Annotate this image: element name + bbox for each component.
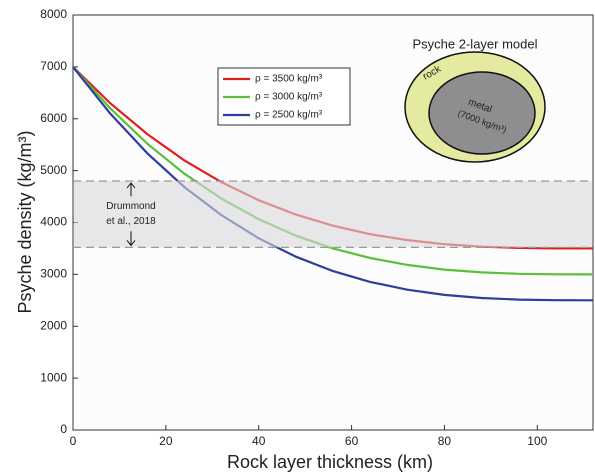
inset-diagram: Psyche 2-layer model rock metal (7000 kg… xyxy=(404,36,546,163)
x-tick-label: 80 xyxy=(438,434,452,448)
x-axis-label: Rock layer thickness (km) xyxy=(227,452,433,472)
metal-core xyxy=(428,71,536,155)
legend-label: ρ = 3000 kg/m³ xyxy=(255,92,323,103)
y-tick-label: 0 xyxy=(60,422,67,436)
y-tick-label: 7000 xyxy=(40,59,67,73)
y-tick-label: 6000 xyxy=(40,111,67,125)
x-tick-label: 20 xyxy=(159,434,173,448)
y-tick-label: 1000 xyxy=(40,370,67,384)
band-arrow xyxy=(126,182,136,197)
legend-label: ρ = 2500 kg/m³ xyxy=(255,110,323,121)
x-tick-label: 40 xyxy=(252,434,266,448)
y-tick-label: 3000 xyxy=(40,267,67,281)
inset-title: Psyche 2-layer model xyxy=(413,36,538,51)
band-arrow xyxy=(126,231,136,247)
y-tick-label: 2000 xyxy=(40,318,67,332)
band-label: et al., 2018 xyxy=(106,216,156,227)
legend: ρ = 3500 kg/m³ ρ = 3000 kg/m³ ρ = 2500 kg/… xyxy=(217,67,351,126)
band xyxy=(74,181,592,248)
y-tick-label: 8000 xyxy=(40,7,67,21)
x-tick-label: 100 xyxy=(527,434,547,448)
series-line xyxy=(72,66,594,276)
x-tick-label: 60 xyxy=(345,434,359,448)
y-tick-label: 5000 xyxy=(40,163,67,177)
x-tick-label: 0 xyxy=(70,434,77,448)
y-tick-label: 4000 xyxy=(40,215,67,229)
series-line xyxy=(72,66,594,302)
legend-label: ρ = 3500 kg/m³ xyxy=(255,74,323,85)
band-label: Drummond xyxy=(106,201,155,212)
y-axis-label: Psyche density (kg/m³) xyxy=(15,130,35,313)
